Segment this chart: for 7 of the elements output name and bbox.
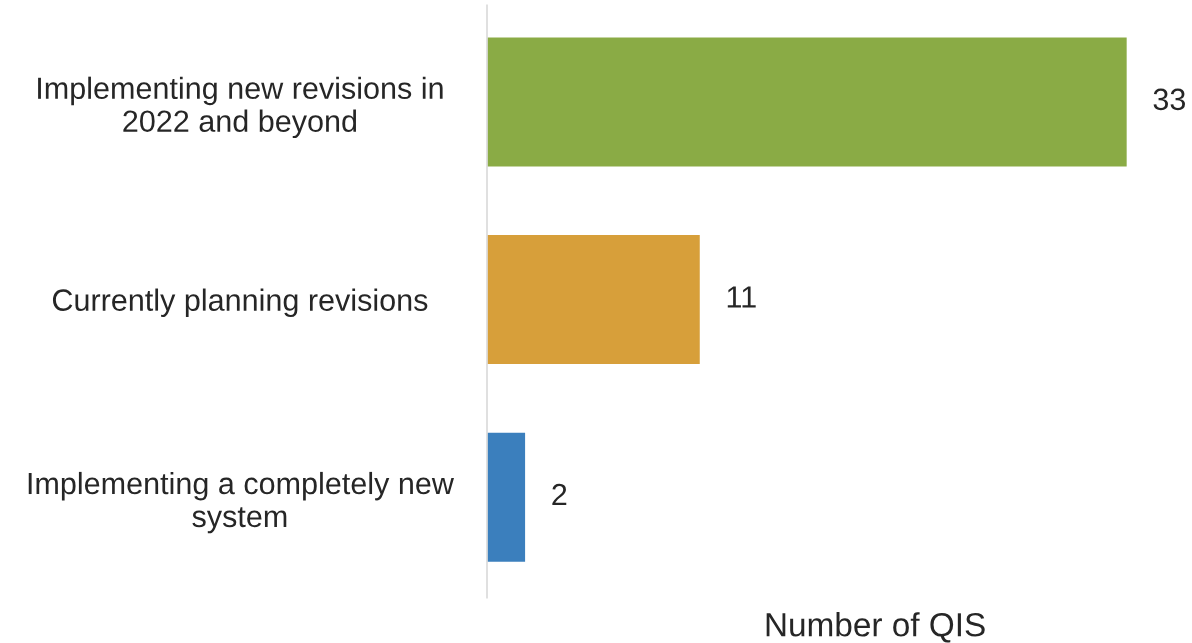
y-tick-label: Implementing new revisions in 2022 and beyond: [38, 76, 443, 139]
y-tick-label: Currently planning revisions: [52, 288, 428, 317]
data-label: 2: [552, 483, 567, 506]
y-tick-label: Implementing a completely new system: [28, 471, 454, 534]
x-axis-title: Number of QIS: [766, 612, 985, 643]
data-label: 11: [727, 286, 756, 308]
data-label: 33: [1153, 88, 1186, 111]
